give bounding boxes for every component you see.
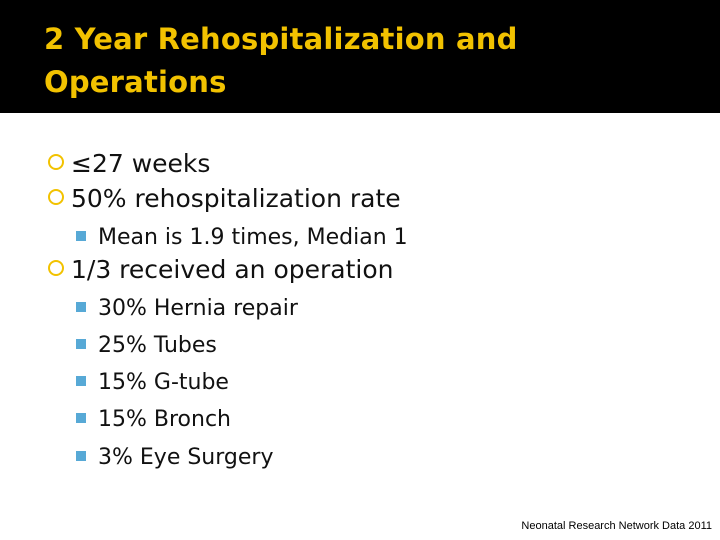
sub-bullet-text: 15% Bronch — [98, 407, 231, 432]
bullet-text: ≤27 weeks — [71, 149, 211, 178]
bullet-item: 1/3 received an operation — [48, 255, 394, 285]
bullet-text: 50% rehospitalization rate — [71, 184, 401, 213]
sub-bullet-text: Mean is 1.9 times, Median 1 — [98, 225, 408, 250]
square-bullet-icon — [76, 339, 86, 349]
circle-bullet-icon — [48, 260, 64, 276]
bullet-item: 50% rehospitalization rate — [48, 184, 401, 214]
sub-bullet-item: 15% Bronch — [76, 406, 231, 434]
title-bar — [0, 0, 720, 113]
sub-bullet-item: 3% Eye Surgery — [76, 444, 273, 472]
square-bullet-icon — [76, 376, 86, 386]
square-bullet-icon — [76, 413, 86, 423]
square-bullet-icon — [76, 451, 86, 461]
sub-bullet-item: 15% G-tube — [76, 369, 229, 397]
sub-bullet-text: 30% Hernia repair — [98, 296, 298, 321]
bullet-item: ≤27 weeks — [48, 149, 210, 179]
square-bullet-icon — [76, 231, 86, 241]
footer-source: Neonatal Research Network Data 2011 — [521, 520, 712, 532]
sub-bullet-item: 30% Hernia repair — [76, 295, 298, 323]
slide-title: 2 Year Rehospitalization and Operations — [44, 22, 518, 99]
circle-bullet-icon — [48, 189, 64, 205]
sub-bullet-text: 25% Tubes — [98, 333, 217, 358]
circle-bullet-icon — [48, 154, 64, 170]
square-bullet-icon — [76, 302, 86, 312]
sub-bullet-item: 25% Tubes — [76, 332, 217, 360]
sub-bullet-text: 3% Eye Surgery — [98, 445, 274, 470]
sub-bullet-text: 15% G-tube — [98, 370, 229, 395]
bullet-text: 1/3 received an operation — [71, 255, 394, 284]
sub-bullet-item: Mean is 1.9 times, Median 1 — [76, 224, 408, 252]
